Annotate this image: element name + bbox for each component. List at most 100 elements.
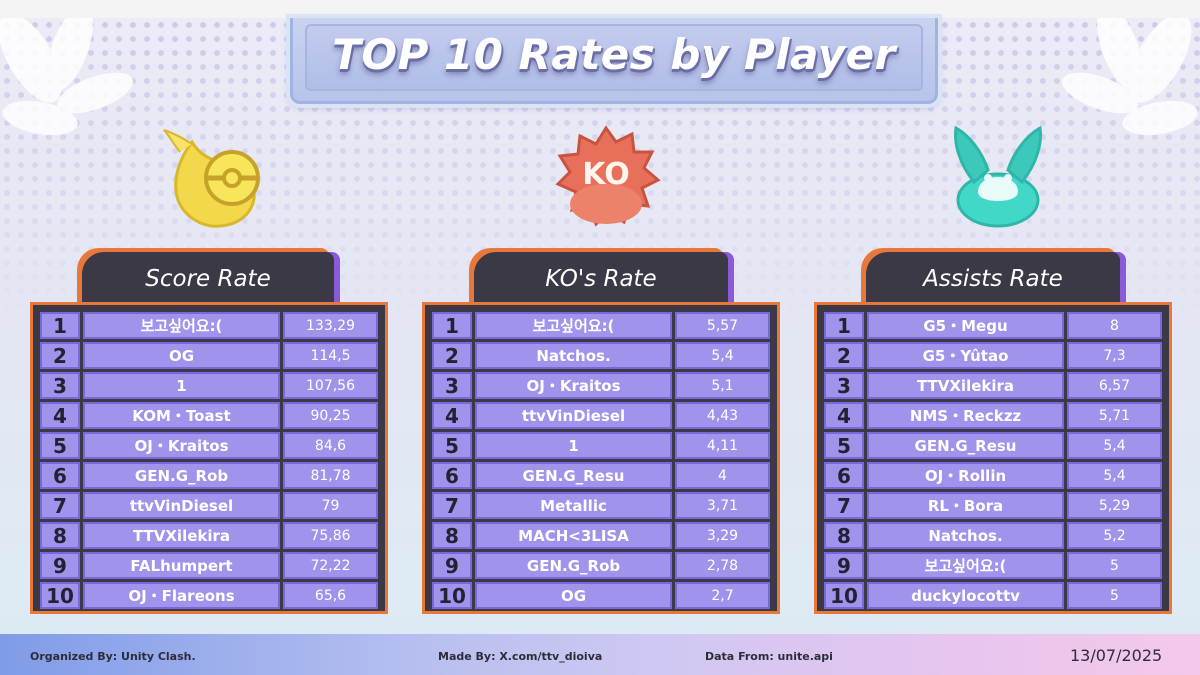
rate-value-cell: 72,22	[283, 552, 378, 579]
player-name-cell: 보고싶어요:(	[867, 552, 1064, 579]
table-row: 9 보고싶어요:(5	[824, 552, 1162, 579]
rate-value-cell: 114,5	[283, 342, 378, 369]
rank-cell: 9	[824, 552, 864, 579]
rank-cell: 3	[824, 372, 864, 399]
player-name-cell: MACH<3LISA	[475, 522, 672, 549]
rate-value-cell: 75,86	[283, 522, 378, 549]
player-name-cell: TTVXilekira	[83, 522, 280, 549]
assists-rate-rows: 1 G5・Megu 8 2 G5・Yûtao 7,3 3 TTVXilekira 6,57 4 NM…	[824, 312, 1162, 609]
table-row: 6 GEN.G_Resu 4	[432, 462, 770, 489]
ko-rate-table: 1 보고싶어요:(5,57 2 Natchos. 5,4 3 OJ・Kraitos 5,1 4 t…	[422, 302, 780, 614]
rank-cell: 4	[432, 402, 472, 429]
rate-value-cell: 3,71	[675, 492, 770, 519]
player-name-cell: G5・Megu	[867, 312, 1064, 339]
rate-value-cell: 5	[1067, 582, 1162, 609]
player-name-cell: 1	[475, 432, 672, 459]
rate-value-cell: 81,78	[283, 462, 378, 489]
player-name-cell: Natchos.	[475, 342, 672, 369]
table-row: 4 ttvVinDiesel 4,43	[432, 402, 770, 429]
player-name-cell: OJ・Flareons	[83, 582, 280, 609]
table-row: 6 GEN.G_Rob 81,78	[40, 462, 378, 489]
rate-value-cell: 79	[283, 492, 378, 519]
score-rate-title: Score Rate	[145, 266, 271, 292]
player-name-cell: OJ・Kraitos	[475, 372, 672, 399]
rank-cell: 7	[40, 492, 80, 519]
rank-cell: 5	[824, 432, 864, 459]
player-name-cell: 보고싶어요:(	[83, 312, 280, 339]
rate-value-cell: 133,29	[283, 312, 378, 339]
score-pokeball-icon	[163, 129, 260, 228]
table-row: 6 OJ・Rollin 5,4	[824, 462, 1162, 489]
table-row: 2 G5・Yûtao 7,3	[824, 342, 1162, 369]
ko-rate-rows: 1 보고싶어요:(5,57 2 Natchos. 5,4 3 OJ・Kraitos 5,1 4 t…	[432, 312, 770, 609]
rank-cell: 7	[432, 492, 472, 519]
player-name-cell: OG	[83, 342, 280, 369]
rate-value-cell: 65,6	[283, 582, 378, 609]
table-row: 10 duckylocottv 5	[824, 582, 1162, 609]
rate-value-cell: 5,4	[675, 342, 770, 369]
made-by: Made By: X.com/ttv_dioiva	[438, 650, 603, 663]
rate-value-cell: 7,3	[1067, 342, 1162, 369]
rank-cell: 8	[40, 522, 80, 549]
rank-cell: 2	[824, 342, 864, 369]
rank-cell: 6	[824, 462, 864, 489]
player-name-cell: OJ・Rollin	[867, 462, 1064, 489]
player-name-cell: NMS・Reckzz	[867, 402, 1064, 429]
rank-cell: 2	[432, 342, 472, 369]
score-rate-table: 1 보고싶어요:(133,29 2 OG 114,5 3 1 107,56 4 KOM・Toast…	[30, 302, 388, 614]
title-banner: TOP 10 Rates by Player	[290, 18, 938, 104]
table-row: 2 Natchos. 5,4	[432, 342, 770, 369]
rank-cell: 5	[432, 432, 472, 459]
player-name-cell: GEN.G_Resu	[475, 462, 672, 489]
rate-value-cell: 2,78	[675, 552, 770, 579]
table-row: 3 OJ・Kraitos 5,1	[432, 372, 770, 399]
rate-value-cell: 4,43	[675, 402, 770, 429]
table-row: 10 OG 2,7	[432, 582, 770, 609]
rank-cell: 10	[824, 582, 864, 609]
rate-value-cell: 6,57	[1067, 372, 1162, 399]
rank-cell: 2	[40, 342, 80, 369]
player-name-cell: KOM・Toast	[83, 402, 280, 429]
rank-cell: 10	[432, 582, 472, 609]
assists-rate-title: Assists Rate	[923, 266, 1063, 292]
table-row: 10 OJ・Flareons 65,6	[40, 582, 378, 609]
rate-value-cell: 84,6	[283, 432, 378, 459]
player-name-cell: GEN.G_Rob	[83, 462, 280, 489]
rate-value-cell: 5,71	[1067, 402, 1162, 429]
rank-cell: 5	[40, 432, 80, 459]
rank-cell: 3	[40, 372, 80, 399]
rate-value-cell: 5,29	[1067, 492, 1162, 519]
table-row: 9 FALhumpert 72,22	[40, 552, 378, 579]
rate-value-cell: 5,4	[1067, 432, 1162, 459]
rank-cell: 4	[824, 402, 864, 429]
rate-value-cell: 8	[1067, 312, 1162, 339]
player-name-cell: GEN.G_Rob	[475, 552, 672, 579]
rate-value-cell: 90,25	[283, 402, 378, 429]
page-title: TOP 10 Rates by Player	[332, 30, 896, 79]
rank-cell: 6	[432, 462, 472, 489]
table-row: 7 Metallic 3,71	[432, 492, 770, 519]
player-name-cell: 1	[83, 372, 280, 399]
rank-cell: 1	[432, 312, 472, 339]
table-row: 7 RL・Bora 5,29	[824, 492, 1162, 519]
rank-cell: 9	[432, 552, 472, 579]
player-name-cell: OG	[475, 582, 672, 609]
assist-bunny-icon	[954, 125, 1042, 228]
flower-decoration-icon	[0, 18, 133, 136]
table-row: 3 TTVXilekira 6,57	[824, 372, 1162, 399]
rate-value-cell: 5,57	[675, 312, 770, 339]
table-row: 4 NMS・Reckzz 5,71	[824, 402, 1162, 429]
score-rate-rows: 1 보고싶어요:(133,29 2 OG 114,5 3 1 107,56 4 KOM・Toast…	[40, 312, 378, 609]
rate-value-cell: 4,11	[675, 432, 770, 459]
table-row: 1 보고싶어요:(133,29	[40, 312, 378, 339]
rank-cell: 4	[40, 402, 80, 429]
data-source: Data From: unite.api	[705, 650, 833, 663]
rank-cell: 3	[432, 372, 472, 399]
table-row: 4 KOM・Toast 90,25	[40, 402, 378, 429]
rank-cell: 10	[40, 582, 80, 609]
table-row: 8 TTVXilekira 75,86	[40, 522, 378, 549]
table-row: 8 MACH<3LISA 3,29	[432, 522, 770, 549]
player-name-cell: ttvVinDiesel	[83, 492, 280, 519]
player-name-cell: Metallic	[475, 492, 672, 519]
player-name-cell: GEN.G_Resu	[867, 432, 1064, 459]
